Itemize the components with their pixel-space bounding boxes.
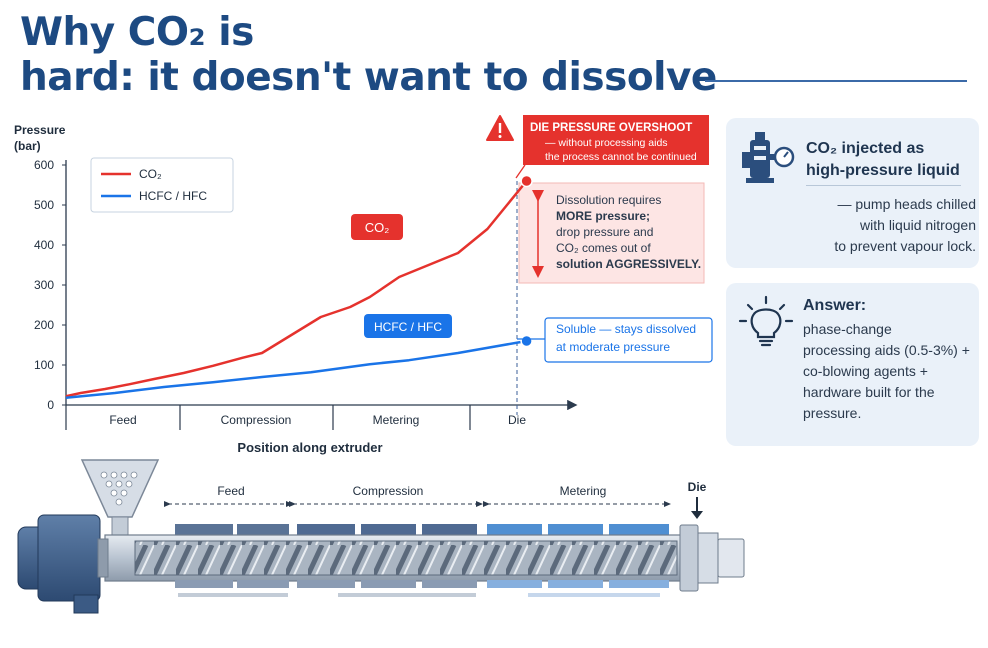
zone-label-metering: Metering [373, 413, 420, 427]
co2-line-label: CO₂ [351, 214, 403, 240]
pump-gauge-icon [742, 132, 795, 183]
y-tick-label: 100 [34, 358, 54, 372]
title-line-2: hard: it doesn't want to dissolve [20, 55, 717, 100]
extruder-zone-metering: Metering [560, 484, 607, 498]
zone-label-compression: Compression [221, 413, 292, 427]
answer-body-line-1: phase-change [803, 321, 892, 337]
series-line-hcfc [65, 339, 527, 400]
answer-body-line-3: co-blowing agents + [803, 363, 928, 379]
overshoot-line-2: the process cannot be continued [545, 151, 697, 163]
injection-body-line-3: to prevent vapour lock. [834, 238, 976, 254]
dissolution-line-3: drop pressure and [556, 225, 653, 239]
heater-bands-bottom [175, 580, 669, 597]
answer-body-line-5: pressure. [803, 405, 862, 421]
y-ticks: 0 100 200 300 400 500 600 [34, 158, 66, 412]
extruder-motor [17, 514, 109, 614]
y-tick-label: 300 [34, 278, 54, 292]
y-axis-label: Pressure [14, 123, 66, 137]
svg-text:HCFC / HFC: HCFC / HFC [374, 320, 442, 334]
x-axis-label: Position along extruder [237, 440, 382, 455]
soluble-line-2: at moderate pressure [556, 340, 670, 354]
title-line-1: Why CO₂ is [20, 10, 254, 55]
page-title: Why CO₂ is hard: it doesn't want to diss… [20, 10, 717, 100]
lightbulb-icon [738, 295, 794, 347]
injection-title-line-2: high-pressure liquid [806, 162, 960, 179]
series-line-co2 [65, 180, 528, 398]
y-axis-unit: (bar) [14, 139, 41, 153]
overshoot-line-1: — without processing aids [545, 137, 668, 149]
series-endpoint-co2 [520, 174, 533, 188]
zone-label-feed: Feed [109, 413, 136, 427]
y-tick-label: 400 [34, 238, 54, 252]
extruder-die [679, 524, 745, 592]
answer-body-line-4: hardware built for the [803, 384, 935, 400]
series-points [520, 174, 533, 348]
injection-body-line-1: — pump heads chilled [837, 196, 976, 212]
svg-text:CO₂: CO₂ [365, 220, 390, 235]
injection-card-title: CO₂ injected as high-pressure liquid [806, 138, 960, 182]
y-tick-label: 600 [34, 158, 54, 172]
dissolution-line-5: solution AGGRESSIVELY. [556, 257, 701, 271]
answer-card: Answer: phase-change processing aids (0.… [726, 283, 979, 446]
series-endpoint-hcfc [520, 334, 533, 348]
y-tick-label: 200 [34, 318, 54, 332]
y-tick-label: 0 [47, 398, 54, 412]
svg-text:Dissolution requires MOR: Dissolution requires MORE pressure; drop… [556, 193, 701, 271]
hcfc-line-label: HCFC / HFC [364, 314, 452, 338]
legend-label-hcfc: HCFC / HFC [139, 189, 207, 203]
extruder-diagram: Feed Compression Metering Die [17, 459, 745, 614]
dissolution-line-2: MORE pressure; [556, 209, 650, 223]
injection-card-body: — pump heads chilled with liquid nitroge… [806, 194, 976, 257]
answer-body-line-2: processing aids (0.5-3%) + [803, 342, 970, 358]
overshoot-title: DIE PRESSURE OVERSHOOT [530, 122, 692, 134]
title-rule [705, 80, 967, 82]
warning-triangle-icon [486, 115, 514, 141]
injection-card-divider [806, 185, 961, 186]
soluble-line-1: Soluble — stays dissolved [556, 322, 696, 336]
extruder-screw [134, 540, 678, 576]
injection-body-line-2: with liquid nitrogen [860, 217, 976, 233]
injection-card: CO₂ injected as high-pressure liquid — p… [726, 118, 979, 268]
heater-bands-top [175, 524, 669, 536]
answer-card-body: phase-change processing aids (0.5-3%) + … [803, 319, 973, 424]
dissolution-line-4: CO₂ comes out of [556, 241, 651, 255]
legend-label-co2: CO₂ [139, 167, 162, 181]
injection-title-line-1: CO₂ injected as [806, 140, 925, 157]
extruder-zone-compression: Compression [353, 484, 424, 498]
extruder-die-label: Die [688, 480, 707, 494]
dissolution-annotation: Dissolution requires MORE pressure; drop… [518, 182, 705, 284]
legend: CO₂ HCFC / HFC [90, 157, 234, 213]
die-arrow-icon [691, 497, 703, 519]
overshoot-callout: DIE PRESSURE OVERSHOOT — without process… [515, 115, 709, 179]
y-tick-label: 500 [34, 198, 54, 212]
soluble-callout: Soluble — stays dissolved at moderate pr… [517, 317, 713, 363]
dissolution-line-1: Dissolution requires [556, 193, 661, 207]
extruder-zone-feed: Feed [217, 484, 244, 498]
answer-card-title: Answer: [803, 297, 867, 314]
zone-label-die: Die [508, 413, 526, 427]
